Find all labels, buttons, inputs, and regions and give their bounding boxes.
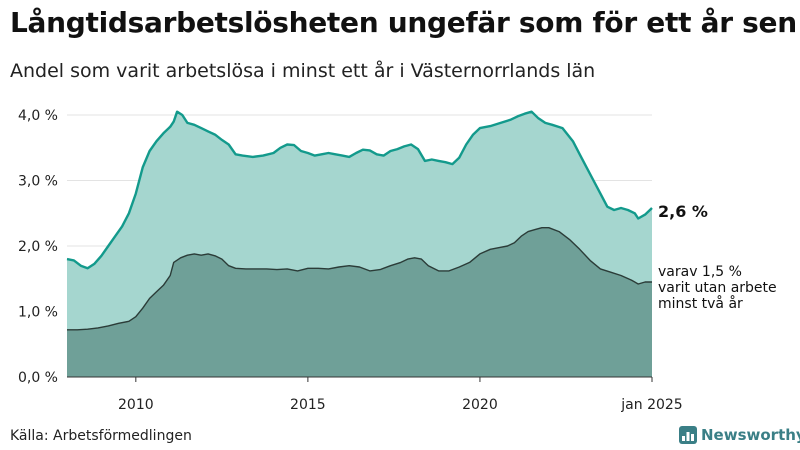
x-tick-label: jan 2025 [620,397,682,413]
y-tick-label: 2,0 % [18,239,58,255]
sub-value-callout-line1: varav 1,5 % [658,264,742,280]
brand-name: Newsworthy [701,426,800,444]
x-tick-label: 2015 [290,397,326,413]
y-tick-label: 1,0 % [18,305,58,321]
total-value-callout: 2,6 % [658,202,708,221]
source-note: Källa: Arbetsförmedlingen [10,428,192,444]
end-callouts: 2,6 % varav 1,5 % varit utan arbete mins… [658,202,777,312]
newsworthy-logo: Newsworthy [679,426,800,444]
y-tick-label: 0,0 % [18,370,58,386]
chart-title: Långtidsarbetslösheten ungefär som för e… [10,6,797,39]
series-areas [66,110,653,378]
y-axis: 0,0 % 1,0 % 2,0 % 3,0 % 4,0 % [18,108,58,386]
sub-value-callout-line3: minst två år [658,295,743,312]
area-chart: 0,0 % 1,0 % 2,0 % 3,0 % 4,0 % 2010 2015 2020 ja… [18,108,777,413]
series-line-long-term [67,227,652,331]
x-tick-label: 2010 [118,397,154,413]
y-tick-label: 4,0 % [18,108,58,124]
bar-chart-icon [679,426,697,444]
x-tick-label: 2020 [462,397,498,413]
chart-subtitle: Andel som varit arbetslösa i minst ett å… [10,60,596,82]
y-tick-label: 3,0 % [18,174,58,190]
x-axis: 2010 2015 2020 jan 2025 [118,377,683,413]
series-area-long-term [67,227,652,377]
series-line-total [66,110,653,270]
sub-value-callout-line2: varit utan arbete [658,280,777,296]
